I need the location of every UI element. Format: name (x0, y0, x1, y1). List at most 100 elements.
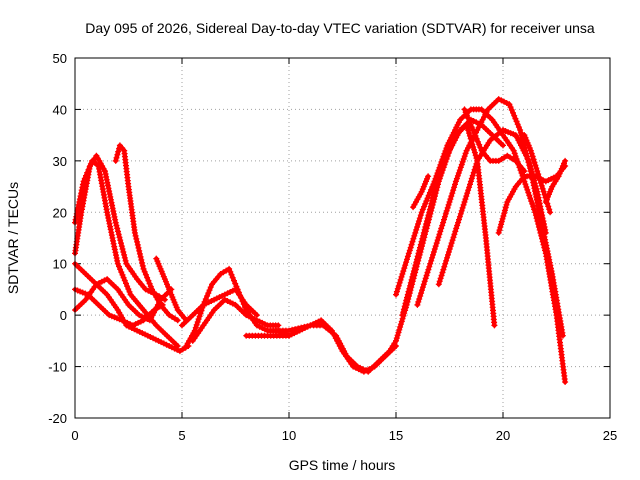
data-point (459, 204, 466, 211)
data-point (412, 229, 419, 236)
data-point (115, 228, 121, 235)
data-point (160, 340, 167, 347)
data-point (471, 129, 478, 136)
data-point (114, 260, 121, 267)
data-point (423, 221, 430, 227)
data-point (415, 221, 421, 227)
data-point (98, 177, 105, 184)
y-axis-label: SDTVAR / TECUs (5, 182, 21, 294)
data-point (449, 237, 456, 244)
data-point (502, 204, 509, 211)
data-point (434, 180, 441, 187)
series-markers (179, 286, 260, 329)
data-point (422, 275, 429, 282)
data-point (426, 209, 433, 216)
data-point (437, 228, 444, 235)
data-point (451, 184, 458, 191)
data-point (476, 141, 483, 148)
data-point (121, 254, 128, 261)
data-point (420, 281, 427, 288)
data-point (122, 257, 129, 264)
data-point (469, 172, 476, 179)
data-point (131, 229, 138, 236)
data-point (135, 244, 142, 251)
data-point (286, 327, 292, 334)
data-point (498, 97, 505, 104)
data-point (534, 188, 541, 195)
data-point (216, 294, 223, 301)
data-point (422, 224, 429, 230)
data-point (438, 225, 445, 232)
data-point (521, 168, 528, 175)
series-markers (189, 296, 282, 344)
data-point (454, 172, 461, 179)
data-point (461, 199, 468, 205)
y-tick-label: 10 (53, 257, 67, 272)
x-axis-label: GPS time / hours (289, 457, 396, 473)
x-tick-label: 5 (178, 428, 185, 443)
data-point (123, 280, 129, 287)
data-point (398, 273, 405, 280)
data-point (208, 298, 215, 304)
data-point (410, 268, 417, 275)
y-tick-label: -20 (48, 411, 67, 426)
data-point (404, 291, 411, 298)
data-point (473, 135, 480, 142)
data-point (419, 287, 425, 294)
data-point (452, 181, 458, 188)
data-point (460, 156, 467, 162)
data-point (112, 157, 119, 164)
data-point (229, 300, 236, 307)
data-point (548, 268, 555, 275)
data-point (134, 241, 141, 248)
data-point (511, 112, 518, 119)
data-point (424, 269, 431, 276)
data-point (200, 301, 207, 308)
data-point (106, 191, 113, 197)
data-point (466, 184, 473, 191)
data-point (438, 169, 445, 176)
data-point (453, 175, 460, 182)
data-point (512, 115, 519, 122)
data-point (413, 226, 420, 233)
data-point (289, 326, 296, 333)
data-point (275, 322, 282, 329)
data-point (432, 243, 439, 250)
data-point (426, 189, 433, 196)
data-point (127, 321, 134, 328)
series-markers (410, 173, 432, 211)
data-point (454, 222, 461, 229)
data-point (231, 277, 237, 284)
data-point (411, 265, 418, 272)
data-point (439, 222, 446, 229)
data-point (437, 275, 444, 282)
data-point (116, 263, 122, 270)
data-point (120, 274, 127, 281)
data-point (114, 151, 121, 158)
data-point (537, 177, 543, 183)
data-point (211, 296, 218, 303)
data-point (537, 203, 544, 210)
data-point (114, 257, 121, 264)
data-point (465, 115, 472, 122)
data-point (400, 306, 407, 313)
data-point (298, 324, 305, 331)
data-point (205, 290, 212, 297)
data-point (536, 174, 543, 180)
data-point (429, 254, 436, 261)
chart-title: Day 095 of 2026, Sidereal Day-to-day VTE… (85, 20, 595, 36)
x-tick-label: 20 (496, 428, 510, 443)
series-markers (414, 96, 566, 339)
data-point (507, 104, 514, 111)
data-point (525, 189, 532, 196)
data-point (498, 218, 505, 225)
data-point (431, 246, 438, 252)
series-markers (72, 286, 166, 329)
data-point (253, 322, 260, 329)
data-point (462, 196, 469, 203)
data-point (414, 224, 421, 230)
data-point (142, 271, 149, 278)
data-point (404, 256, 410, 263)
data-point (396, 279, 403, 286)
data-point (546, 206, 553, 213)
